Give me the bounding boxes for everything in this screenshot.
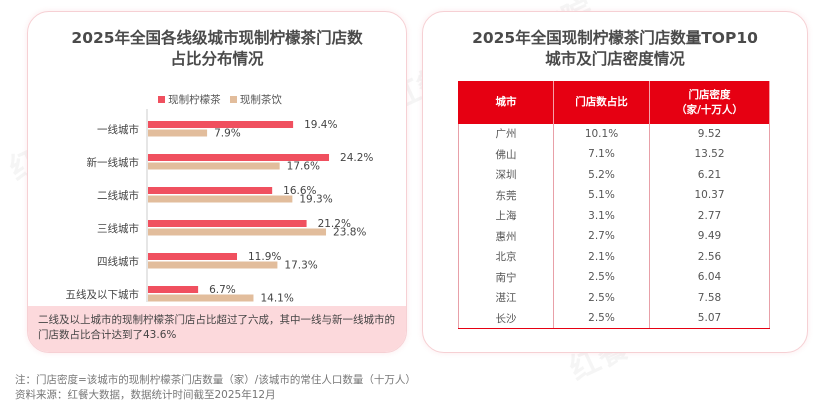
category-label: 四线城市 [97,255,139,268]
data-label: 11.9% [248,251,281,263]
data-label: 19.3% [299,194,332,206]
cell-density: 9.52 [649,123,770,144]
cell-density: 6.21 [649,164,770,185]
cell-share: 7.1% [553,144,650,165]
cell-city: 上海 [458,205,554,226]
table-row: 惠州 2.7% 9.49 [458,226,770,247]
cell-density: 9.49 [649,226,770,247]
cell-density: 6.04 [649,267,770,288]
cell-city: 广州 [458,123,554,144]
cell-city: 惠州 [458,226,554,247]
data-label: 14.1% [260,293,293,305]
table-row: 广州 10.1% 9.52 [458,123,770,144]
data-label: 7.9% [214,128,241,140]
bar-lemon-tea [148,187,273,194]
cell-density: 5.07 [649,308,770,329]
cell-city: 长沙 [458,308,554,329]
legend-label: 现制柠檬茶 [168,94,221,106]
data-label: 24.2% [340,152,373,164]
cell-city: 东莞 [458,185,554,206]
right-table-card: 2025年全国现制柠檬茶门店数量TOP10 城市及门店密度情况 城市 门店数占比 … [422,11,808,353]
legend-swatch-lemon-tea [158,96,166,103]
bar-lemon-tea [148,121,294,128]
table-row: 深圳 5.2% 6.21 [458,164,770,185]
data-label: 17.6% [287,161,320,173]
cell-city: 北京 [458,246,554,267]
cell-share: 2.5% [553,287,650,308]
cell-density: 2.77 [649,205,770,226]
cell-city: 南宁 [458,267,554,288]
table-row: 上海 3.1% 2.77 [458,205,770,226]
legend-label: 现制茶饮 [239,94,282,106]
cell-share: 2.7% [553,226,650,247]
table-row: 长沙 2.5% 5.07 [458,308,770,329]
chart-title: 2025年全国各线级城市现制柠檬茶门店数 占比分布情况 [71,29,363,68]
cell-city: 湛江 [458,287,554,308]
cell-city: 深圳 [458,164,554,185]
cell-density: 13.52 [649,144,770,165]
top10-table: 城市 门店数占比 门店密度 （家/十万人） 广州 10.1% 9.52 佛山 7.1% 13… [458,81,770,329]
table-row: 北京 2.1% 2.56 [458,246,770,267]
bar-tea-drinks [148,195,293,203]
category-label: 新一线城市 [87,156,140,169]
legend-swatch-tea-drinks [229,96,237,103]
cell-city: 佛山 [458,144,554,165]
callout-box: 二线及以上城市的现制柠檬茶门店占比超过了六成，其中一线与新一线城市的门店数占比合… [28,306,406,352]
cell-density: 7.58 [649,287,770,308]
bar-chart: 一线城市 19.4% 7.9% 新一线城市 24.2% 17.6% 二线城市 16.6%19.… [66,109,373,305]
cell-share: 5.1% [553,185,650,206]
bar-lemon-tea [148,286,199,293]
cell-share: 2.5% [553,267,650,288]
footnote: 注：门店密度=该城市的现制柠檬茶门店数量（家）/该城市的常住人口数量（十万人） [15,374,416,386]
data-label: 6.7% [209,284,236,296]
cell-share: 3.1% [553,205,650,226]
cell-share: 2.1% [553,246,650,267]
cell-share: 2.5% [553,308,650,329]
bar-tea-drinks [148,228,327,236]
cell-share: 5.2% [553,164,650,185]
left-chart-card: 2025年全国各线级城市现制柠檬茶门店数 占比分布情况 现制柠檬茶 现制茶饮 一线… [27,11,407,353]
table-row: 东莞 5.1% 10.37 [458,185,770,206]
bar-tea-drinks [148,162,280,170]
data-label: 21.2% [318,218,351,230]
bar-tea-drinks [148,261,278,269]
table-row: 湛江 2.5% 7.58 [458,287,770,308]
bar-tea-drinks [148,129,208,137]
bar-lemon-tea [148,154,330,161]
cell-share: 10.1% [553,123,650,144]
data-label: 16.6% [283,185,316,197]
table-row: 南宁 2.5% 6.04 [458,267,770,288]
header-density: 门店密度 （家/十万人） [649,81,770,124]
category-label: 一线城市 [97,123,139,136]
bar-tea-drinks [148,294,254,302]
category-label: 三线城市 [97,222,139,235]
source-note: 资料来源：红餐大数据，数据统计时间截至2025年12月 [15,389,276,401]
bar-lemon-tea [148,220,307,227]
category-label: 五线及以下城市 [66,288,140,301]
table-title: 2025年全国现制柠檬茶门店数量TOP10 城市及门店密度情况 [472,29,758,68]
table-row: 佛山 7.1% 13.52 [458,144,770,165]
header-city: 城市 [458,81,554,124]
bar-lemon-tea [148,253,238,260]
data-label: 23.8% [333,227,366,239]
legend: 现制柠檬茶 现制茶饮 [28,92,406,107]
header-share: 门店数占比 [553,81,650,124]
category-label: 二线城市 [97,189,139,202]
cell-density: 2.56 [649,246,770,267]
data-label: 17.3% [284,260,317,272]
cell-density: 10.37 [649,185,770,206]
data-label: 19.4% [304,119,337,131]
